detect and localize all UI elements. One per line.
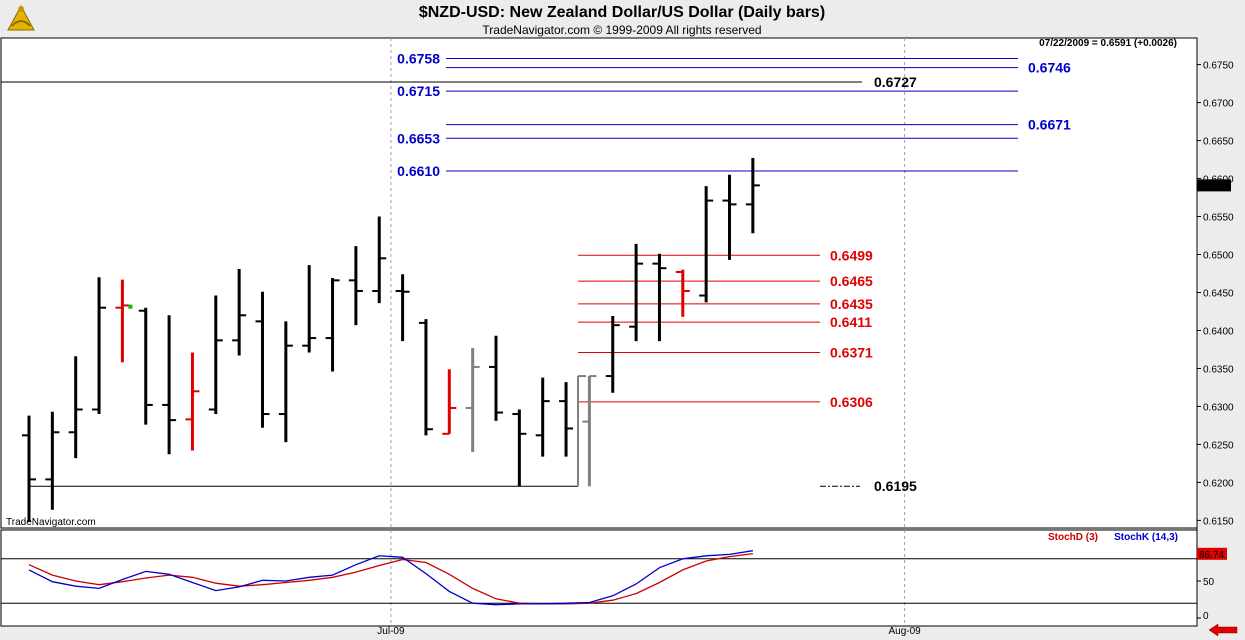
price-panel: [0, 37, 1198, 529]
stochk-legend: StochK (14,3): [1114, 532, 1178, 543]
stoch-tick-label: 0: [1203, 611, 1209, 622]
level-lines: 0.6758 0.6746 0.6715 0.6671 0.6653 0.6610 0.64…: [1, 51, 1071, 494]
gridlines: [390, 38, 906, 626]
ohlc-bar: [465, 347, 480, 453]
sextant-logo-icon: [4, 2, 38, 34]
price-axis-area: [1197, 38, 1244, 626]
ohlc-bar: [372, 216, 387, 304]
stochd-legend: StochD (3): [1048, 532, 1098, 543]
ohlc-bar: [395, 274, 410, 342]
price-tick-label: 0.6450: [1203, 288, 1234, 299]
stochastic-panel: [0, 529, 1198, 627]
price-level-label: 0.6435: [830, 296, 873, 312]
ohlc-bar: [138, 307, 153, 425]
ohlc-bar: [699, 186, 714, 303]
price-tick-label: 0.6750: [1203, 61, 1234, 72]
ohlc-bar: [722, 174, 737, 260]
stochastic-lines: 50 0 86.74: [1, 547, 1227, 622]
red-left-arrow-icon[interactable]: [1208, 623, 1238, 637]
last-price-box: [1197, 179, 1231, 192]
price-level-label: 0.6499: [830, 247, 873, 263]
price-level-label: 0.6306: [830, 394, 873, 410]
price-tick-label: 0.6700: [1203, 99, 1234, 110]
ohlc-bar: [115, 279, 130, 363]
price-level-label: 0.6610: [397, 163, 440, 179]
price-tick-label: 0.6200: [1203, 478, 1234, 489]
price-tick-label: 0.6150: [1203, 516, 1234, 527]
ohlc-bar: [629, 243, 644, 342]
stoch-tick-label: 50: [1203, 577, 1215, 588]
ohlc-bar: [325, 278, 340, 372]
price-level-label: 0.6746: [1028, 60, 1071, 76]
price-level-label: 0.6653: [397, 130, 440, 146]
price-level-label: 0.6758: [397, 51, 440, 67]
price-tick-label: 0.6350: [1203, 364, 1234, 375]
ohlc-bar: [512, 409, 527, 487]
ohlc-bar: [278, 321, 293, 443]
ohlc-bar: [348, 246, 363, 326]
ohlc-bar: [232, 268, 247, 356]
price-tick-label: 0.6650: [1203, 137, 1234, 148]
ohlc-bar: [185, 352, 200, 451]
last-price-label: 0.6591: [1199, 181, 1230, 192]
ohlc-bar: [162, 315, 177, 455]
ohlc-bars: [22, 158, 760, 522]
watermark-text: TradeNavigator.com: [6, 517, 96, 528]
price-tick-label: 0.6500: [1203, 251, 1234, 262]
signal-marker: [128, 304, 133, 309]
price-level-label: 0.6715: [397, 83, 440, 99]
ohlc-bar: [68, 356, 83, 459]
last-quote-label: 07/22/2009 = 0.6591 (+0.0026): [1039, 38, 1177, 49]
black-level-label: 0.6195: [874, 478, 917, 494]
chart-subtitle: TradeNavigator.com © 1999-2009 All right…: [482, 23, 761, 37]
ohlc-bar: [45, 411, 60, 510]
date-label: Jul-09: [377, 626, 405, 637]
ohlc-bar: [208, 295, 223, 415]
date-axis: Jul-09 Aug-09: [377, 626, 921, 637]
price-tick-label: 0.6550: [1203, 213, 1234, 224]
price-tick-label: 0.6250: [1203, 440, 1234, 451]
stochk-line: [28, 550, 754, 606]
stoch-value-label: 86.74: [1199, 550, 1224, 561]
ohlc-bar: [559, 382, 574, 457]
price-axis: 0.67500.67000.66500.66000.65500.65000.64…: [1197, 61, 1234, 527]
ohlc-bar: [489, 335, 503, 421]
price-level-label: 0.6371: [830, 345, 873, 361]
ohlc-bar: [418, 319, 433, 436]
ohlc-bar: [535, 377, 550, 457]
ohlc-bar: [442, 369, 457, 435]
price-level-label: 0.6465: [830, 273, 873, 289]
price-tick-label: 0.6400: [1203, 326, 1234, 337]
price-level-label: 0.6671: [1028, 117, 1071, 133]
date-label: Aug-09: [889, 626, 922, 637]
price-level-label: 0.6411: [830, 314, 872, 330]
ohlc-bar: [92, 277, 107, 415]
ohlc-bar: [745, 158, 760, 234]
stoch-value-box: [1197, 547, 1227, 560]
ohlc-bar: [675, 269, 690, 317]
ohlc-bar: [22, 415, 36, 522]
ohlc-bar: [255, 291, 270, 428]
ohlc-bar: [605, 316, 620, 393]
price-tick-label: 0.6300: [1203, 402, 1234, 413]
ohlc-bar: [582, 375, 597, 487]
chart-title: $NZD-USD: New Zealand Dollar/US Dollar (…: [419, 4, 825, 21]
stochd-line: [28, 552, 753, 605]
ohlc-bar: [302, 265, 317, 353]
black-level-label: 0.6727: [874, 74, 917, 90]
ohlc-bar: [652, 253, 667, 342]
